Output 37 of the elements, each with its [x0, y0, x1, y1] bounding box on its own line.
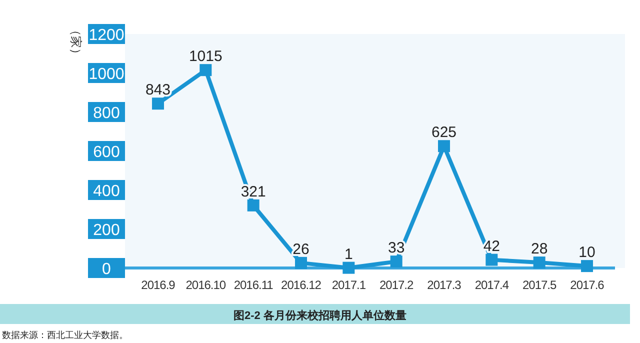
x-tick-label: 2016.10 [186, 278, 226, 292]
y-tick-label: 600 [93, 144, 120, 161]
point [342, 262, 355, 274]
point [247, 199, 260, 212]
y-tick-label: 0 [102, 261, 112, 278]
x-tick-label: 2017.4 [474, 278, 510, 292]
data-label: 625 [431, 124, 457, 142]
x-tick-label: 2017.5 [522, 278, 558, 292]
point [486, 254, 498, 266]
source-note: 数据来源：西北工业大学数据。 [2, 330, 128, 340]
x-tick-label: 2017.6 [570, 278, 605, 292]
data-label: 1 [344, 246, 353, 263]
point [438, 140, 450, 152]
y-tick-label: 400 [93, 183, 120, 200]
y-tick-label: 200 [93, 222, 120, 239]
x-tick-label: 2016.12 [281, 278, 322, 292]
x-tick-label: 2017.3 [427, 278, 462, 292]
point [533, 256, 546, 269]
point [295, 256, 307, 269]
y-tick-label: 800 [93, 105, 120, 122]
x-tick-label: 2017.1 [332, 278, 366, 292]
point [390, 256, 402, 268]
text: 图2-2 各月份来校招聘用人单位数量 [234, 309, 406, 322]
x-tick-label: 2016.9 [141, 278, 176, 292]
point [581, 260, 593, 272]
point [152, 98, 164, 110]
y-tick-label: 1000 [88, 66, 124, 83]
data-label: 10 [578, 244, 596, 262]
y-axis-title: （家） [69, 24, 83, 60]
data-label: 28 [530, 240, 548, 258]
data-label: 1015 [188, 48, 222, 66]
y-tick-label: 1200 [88, 27, 124, 44]
data-label: 843 [145, 82, 171, 99]
point [200, 64, 212, 76]
data-label: 26 [292, 240, 310, 258]
x-tick-label: 2017.2 [379, 278, 414, 292]
x-tick-label: 2016.11 [234, 278, 274, 292]
